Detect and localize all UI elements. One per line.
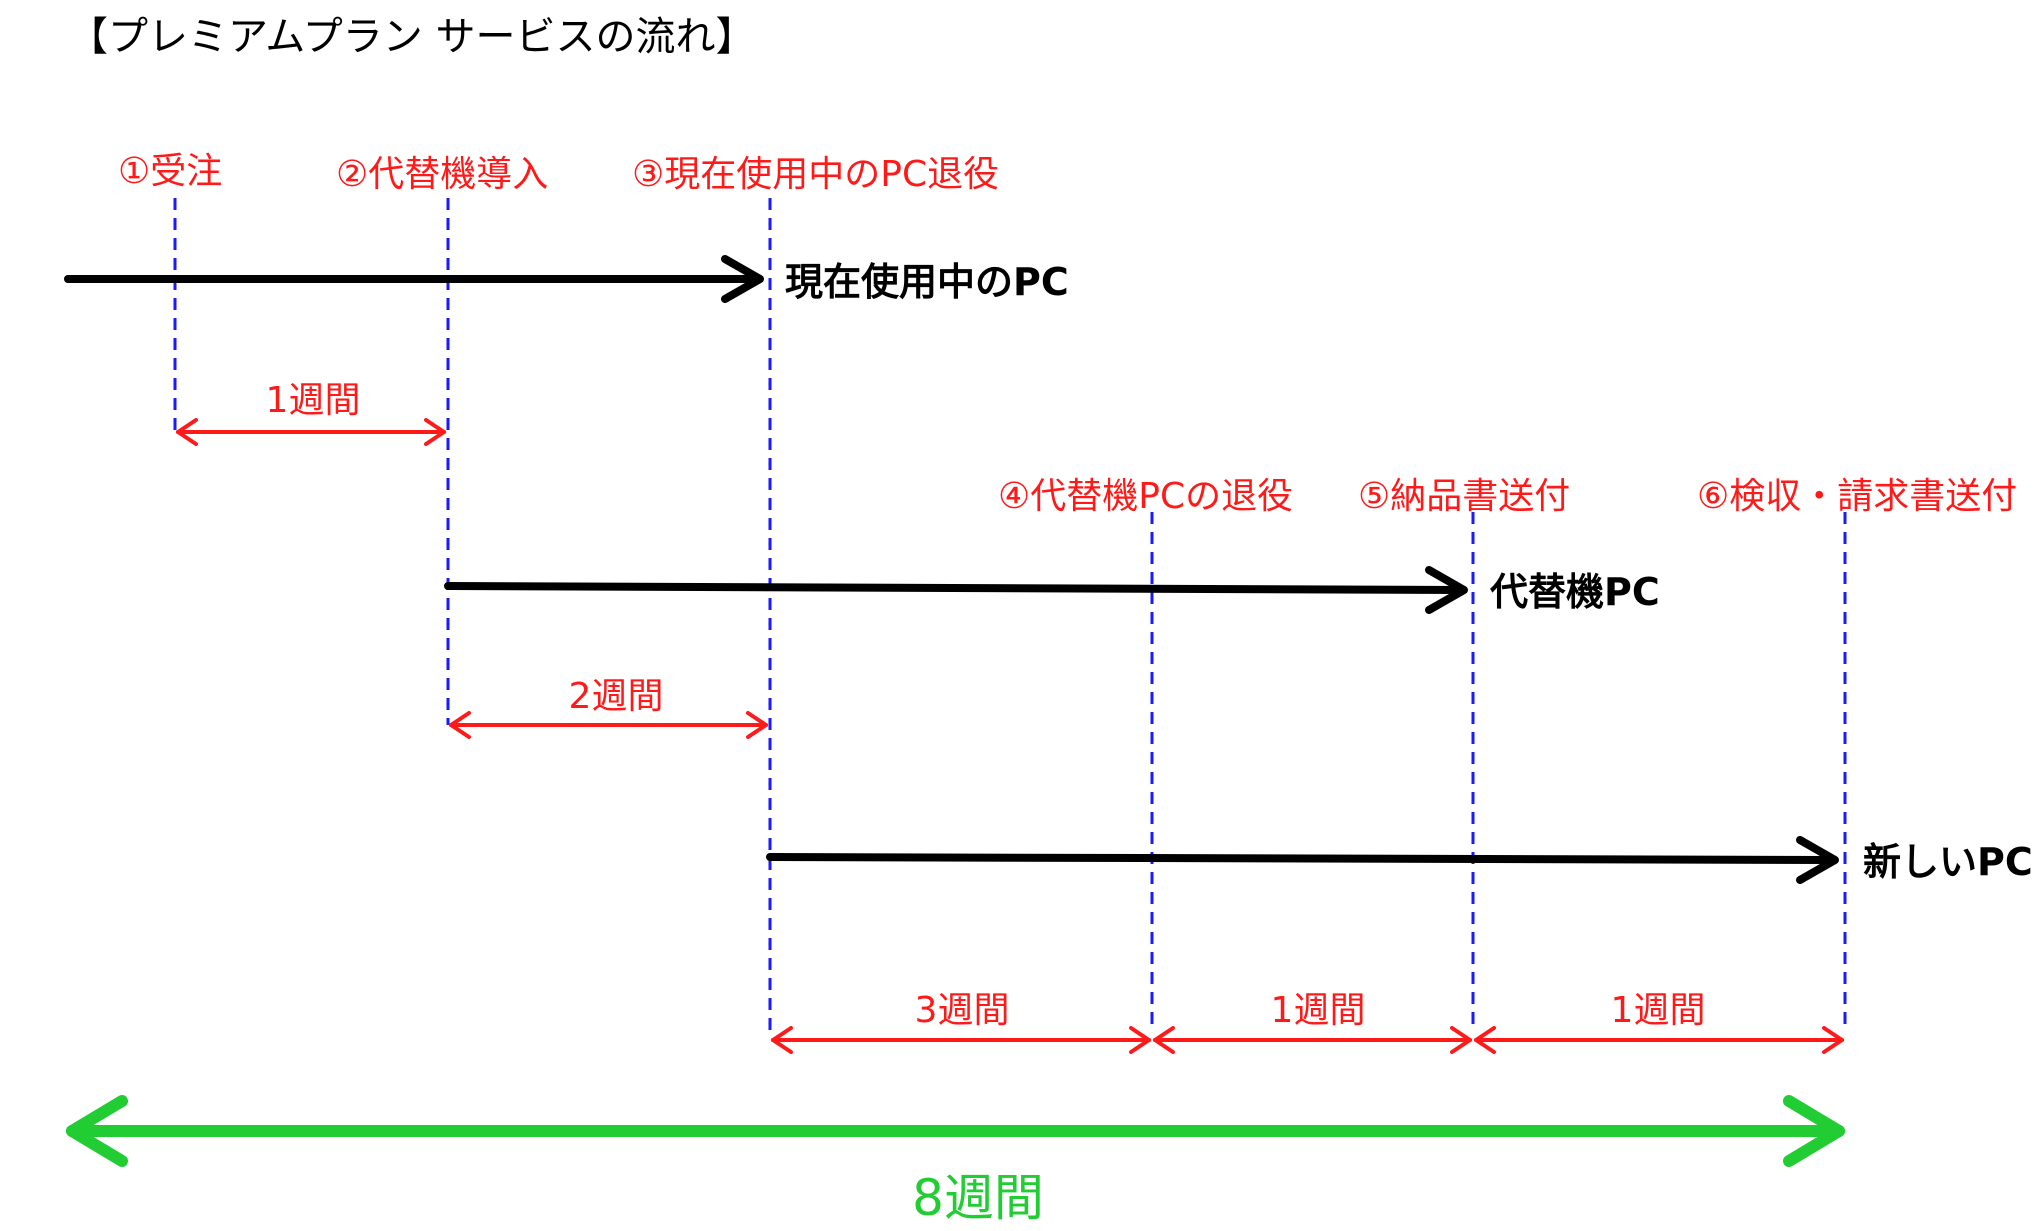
duration-arrowhead bbox=[449, 711, 471, 739]
event-label-current-pc-retire: ③現在使用中のPC退役 bbox=[632, 154, 999, 195]
track-label-loaner-pc: 代替機PC bbox=[1490, 570, 1660, 614]
duration-label-delivery-to-invoice: 1週間 bbox=[1611, 990, 1706, 1031]
duration-arrowhead bbox=[746, 711, 768, 739]
duration-arrowhead bbox=[1153, 1026, 1175, 1054]
duration-label-loaner-retire-to-delivery: 1週間 bbox=[1271, 990, 1366, 1031]
event-label-inspection-invoice: ⑥検収・請求書送付 bbox=[1697, 476, 2017, 517]
total-arrowhead-left bbox=[66, 1095, 128, 1167]
track-new-pc-arrowhead bbox=[1796, 836, 1839, 884]
event-label-loaner-install: ②代替機導入 bbox=[336, 154, 548, 195]
track-new-pc-line bbox=[766, 853, 1837, 864]
total-duration-label: 8週間 bbox=[912, 1169, 1044, 1227]
event-label-order: ①受注 bbox=[118, 151, 222, 192]
duration-arrowhead bbox=[1474, 1026, 1496, 1054]
duration-arrowhead bbox=[176, 418, 198, 446]
track-label-current-pc: 現在使用中のPC bbox=[785, 260, 1069, 304]
diagram-title: 【プレミアムプラン サービスの流れ】 bbox=[68, 14, 756, 60]
duration-arrowhead bbox=[1450, 1026, 1472, 1054]
track-current-pc-arrowhead bbox=[721, 255, 764, 303]
event-guide-lines bbox=[173, 198, 1847, 1032]
track-label-new-pc: 新しいPC bbox=[1863, 840, 2033, 884]
duration-arrowhead bbox=[771, 1026, 793, 1054]
duration-arrowhead bbox=[1822, 1026, 1844, 1054]
duration-label-install-to-retire: 2週間 bbox=[569, 676, 664, 717]
track-loaner-pc-arrowhead bbox=[1425, 566, 1468, 614]
event-label-delivery-note: ⑤納品書送付 bbox=[1358, 476, 1570, 517]
duration-arrowhead bbox=[424, 418, 446, 446]
total-arrowhead-right bbox=[1783, 1095, 1845, 1167]
duration-label-order-to-install: 1週間 bbox=[266, 380, 361, 421]
event-label-loaner-retire: ④代替機PCの退役 bbox=[998, 476, 1293, 517]
duration-label-retire-to-loaner-retire: 3週間 bbox=[915, 990, 1010, 1031]
duration-arrowhead bbox=[1129, 1026, 1151, 1054]
track-loaner-pc-line bbox=[444, 582, 1466, 594]
